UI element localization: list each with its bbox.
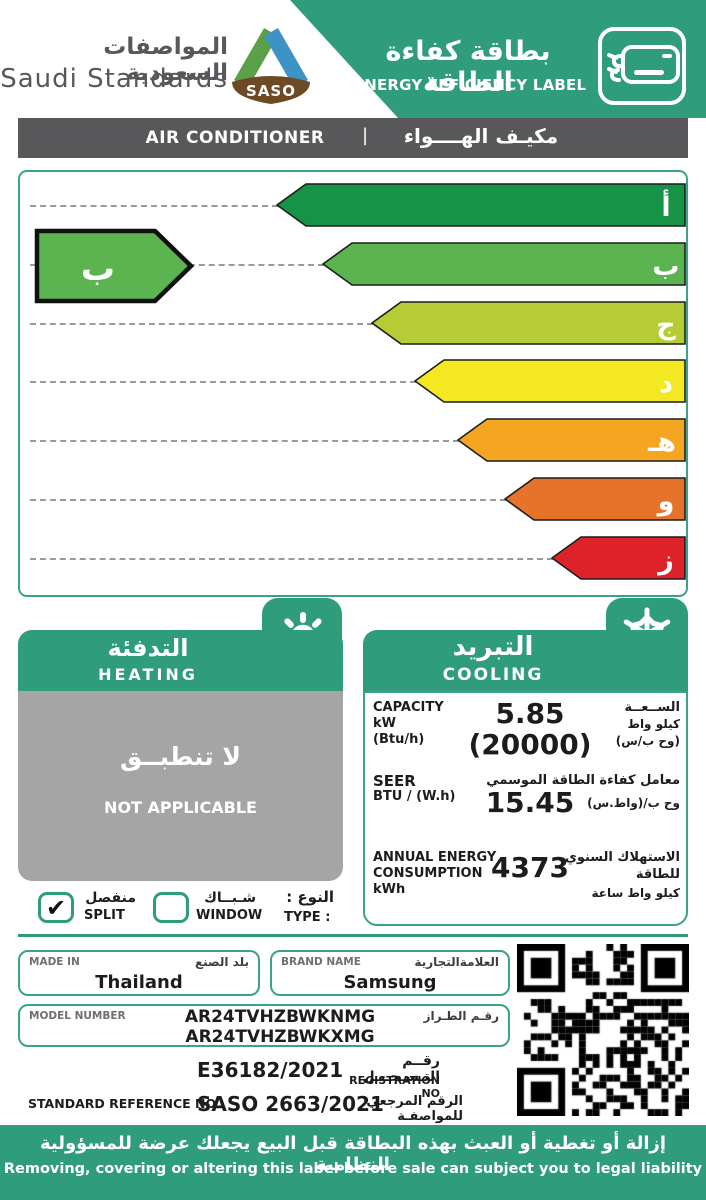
grade-letter: و [656,486,675,517]
checkmark-icon: ✔ [45,894,67,922]
product-name-arabic: مكيـف الهــــواء [403,124,559,148]
grade-dotline [30,558,553,560]
split-checkbox[interactable]: ✔ [38,892,74,923]
split-label-english: SPLIT [84,908,125,923]
heating-title-arabic: التدفئة [107,634,189,662]
grade-dotline [30,323,373,325]
grade-arrow-h: هـ [457,418,686,462]
grade-letter: ب [652,251,679,282]
separator-line [18,934,688,937]
model-label-ar: رقـم الطـراز [423,1009,499,1023]
saso-logo-text: SASO [246,82,296,100]
made-in-label-en: MADE IN [29,956,80,968]
grade-arrow-w: و [504,477,686,521]
capacity-label-ar: الســعــة كيلو واط (وح ب/س) [615,700,680,748]
split-label-arabic: منفصل [85,890,136,906]
org-name-arabic: المواصفات السعودية [103,34,228,86]
footer-warning-english: Removing, covering or altering this labe… [3,1161,703,1177]
grade-dotline [30,499,506,501]
annual-energy-label-en: ANNUAL ENERGY CONSUMPTION kWh [373,850,497,897]
cooling-title-english: COOLING [442,665,544,685]
label-title-english: ENERGY EFFICIENCY LABEL [353,76,587,94]
air-conditioner-icon [598,27,686,105]
grade-dotline [30,440,459,442]
brand-label-ar: العلامةالتجارية [414,955,499,969]
window-checkbox[interactable] [153,892,189,923]
window-label-english: WINDOW [196,908,263,923]
heating-header [18,630,343,691]
registration-value: E36182/2021 [197,1058,344,1082]
grade-letter: ز [656,545,674,576]
heating-body [18,691,343,881]
seer-label-en: SEER BTU / (W.h) [373,772,456,804]
heating-title-english: HEATING [98,665,198,684]
brand-label-en: BRAND NAME [281,956,361,968]
capacity-value: 5.85 (20000) [468,697,592,761]
grade-arrow-z: ز [551,536,686,580]
product-bar [18,118,688,158]
standard-reference-label: STANDARD REFERENCE NO [28,1096,217,1111]
grade-dotline [30,205,278,207]
selected-grade-letter: ب [81,249,115,289]
cooling-body [363,691,688,926]
made-in-label-ar: بلد الصنع [194,955,249,969]
model-values: AR24TVHZBWKNMG AR24TVHZBWKXMG [184,1007,376,1047]
standard-reference-label-ar: الرقم المرجعي للمواصفـة [366,1094,463,1124]
label-title-arabic: بطاقة كفاءة الطاقة [385,36,551,98]
grade-arrow-c: ج [371,301,686,345]
footer-warning-bar [0,1125,706,1200]
window-label-arabic: شـبــاك [204,890,256,906]
brand-name-box: BRAND NAME العلامةالتجارية Samsung [270,950,510,996]
grade-dotline [30,381,416,383]
type-label-arabic: النوع : [286,888,334,906]
seer-value: 15.45 [485,786,575,819]
saso-logo-icon: SASO [232,28,310,104]
brand-value: Samsung [343,972,437,993]
grade-letter: هـ [647,427,676,458]
registration-label-en: REGISTRATION NO [349,1074,440,1100]
made-in-value: Thailand [95,972,183,993]
heating-value-arabic: لا تنطبــق [119,742,242,771]
model-number-box: MODEL NUMBER رقـم الطـراز AR24TVHZBWKNMG… [18,1004,510,1047]
grade-letter: ج [656,310,676,341]
cooling-header [363,630,688,691]
made-in-box: MADE IN بلد الصنع Thailand [18,950,260,996]
grade-arrow-d: د [414,359,686,403]
efficiency-scale-panel: أ ب ج د هـ و ز ب [18,170,688,597]
model-label-en: MODEL NUMBER [29,1010,126,1022]
selected-grade-indicator: ب [34,228,194,304]
capacity-label-en: CAPACITY kW (Btu/h) [373,700,444,747]
annual-energy-value: 4373 [491,851,569,884]
grade-letter: أ [661,189,670,223]
annual-energy-label-ar: الاستهلاك السنوي للطاقة كيلو واط ساعة [564,850,680,900]
registration-label-ar: رقــم التـسـجـيـل [362,1053,440,1085]
product-bar-divider: | [362,125,369,146]
grade-letter: د [659,368,673,399]
qr-code [517,944,689,1116]
grade-arrow-b: ب [322,242,686,286]
standard-reference-value: SASO 2663/2021 [197,1092,384,1116]
org-name-english: Saudi Standards [0,64,228,94]
cooling-title-arabic: التبريد [452,632,534,662]
type-label-english: TYPE : [284,910,331,925]
product-name-english: AIR CONDITIONER [145,128,325,148]
grade-arrow-a: أ [276,183,686,227]
seer-label-ar: معامل كفاءة الطاقة الموسمي وح ب/(واط.س) [486,773,680,810]
footer-warning-arabic: إزالة أو تغطية أو العبث بهذه البطاقة قبل… [39,1133,667,1175]
heating-value-english: NOT APPLICABLE [104,798,257,817]
